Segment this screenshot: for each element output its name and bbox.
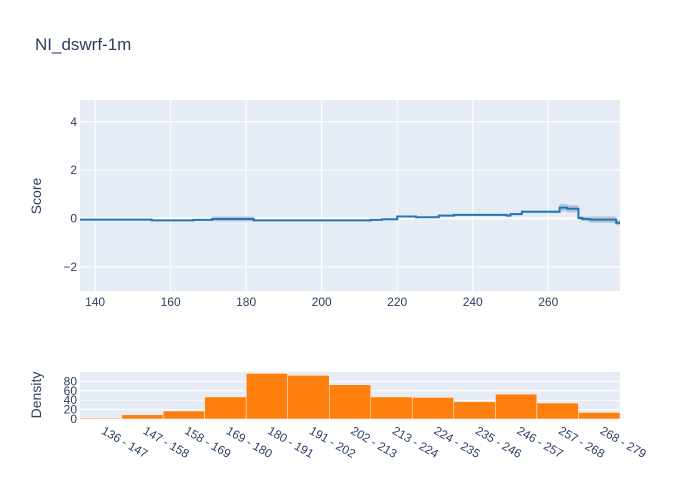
chart-title: NI_dswrf-1m (35, 35, 131, 54)
score-series-line (80, 206, 620, 224)
score-x-tick-label: 140 (85, 295, 105, 309)
density-x-tick-label: 147 - 158 (141, 423, 192, 461)
density-bar (121, 414, 164, 420)
density-bar (287, 375, 330, 420)
density-x-tick-label: 246 - 257 (515, 423, 566, 461)
score-y-tick-label: −2 (63, 260, 77, 274)
density-bar (328, 384, 372, 420)
score-y-tick-labels: −2 0 2 4 (63, 115, 77, 274)
density-x-tick-label: 202 - 213 (349, 423, 400, 461)
density-bar (453, 401, 496, 420)
score-x-tick-label: 200 (312, 295, 332, 309)
score-x-tick-label: 260 (538, 295, 558, 309)
score-x-tick-labels: 140 160 180 200 220 240 260 (85, 295, 558, 309)
density-bar (245, 373, 288, 420)
density-bar (578, 412, 621, 420)
score-gridlines (80, 100, 620, 291)
density-bar (162, 410, 205, 420)
density-y-tick-label: 80 (64, 374, 78, 388)
density-bar (412, 397, 455, 420)
density-bar (495, 393, 538, 420)
density-x-tick-label: 180 - 191 (265, 423, 316, 461)
score-y-tick-label: 0 (70, 211, 77, 225)
density-y-tick-label: 60 (64, 384, 78, 398)
density-bars (79, 373, 621, 420)
score-y-axis-title: Score (28, 178, 44, 215)
density-y-axis-title: Density (28, 372, 44, 419)
score-y-tick-label: 2 (70, 163, 77, 177)
density-x-tick-label: 268 - 279 (598, 423, 649, 461)
density-x-tick-label: 136 - 147 (99, 423, 150, 461)
density-y-tick-label: 0 (70, 412, 77, 426)
density-y-tick-label: 40 (64, 393, 78, 407)
density-x-tick-label: 224 - 235 (432, 423, 483, 461)
density-x-tick-label: 158 - 169 (182, 423, 233, 461)
density-x-tick-label: 213 - 224 (390, 423, 441, 461)
density-x-tick-label: 235 - 246 (473, 423, 524, 461)
score-x-tick-label: 180 (236, 295, 256, 309)
density-bar (536, 402, 579, 420)
score-plot-background (80, 100, 620, 291)
density-bar (79, 417, 122, 420)
score-y-tick-label: 4 (70, 115, 77, 129)
density-x-tick-label: 191 - 202 (307, 423, 358, 461)
density-y-tick-label: 20 (64, 403, 78, 417)
score-x-tick-label: 160 (161, 295, 181, 309)
density-bar (204, 396, 247, 420)
density-x-tick-label: 169 - 180 (224, 423, 275, 461)
score-x-tick-label: 240 (463, 295, 483, 309)
density-x-tick-label: 257 - 268 (556, 423, 607, 461)
density-bar (370, 396, 413, 420)
score-x-tick-label: 220 (387, 295, 407, 309)
